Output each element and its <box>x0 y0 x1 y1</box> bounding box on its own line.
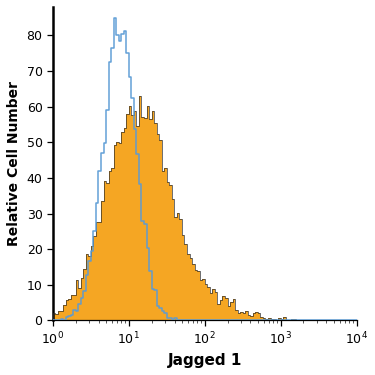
Y-axis label: Relative Cell Number: Relative Cell Number <box>7 81 21 246</box>
X-axis label: Jagged 1: Jagged 1 <box>168 353 242 368</box>
